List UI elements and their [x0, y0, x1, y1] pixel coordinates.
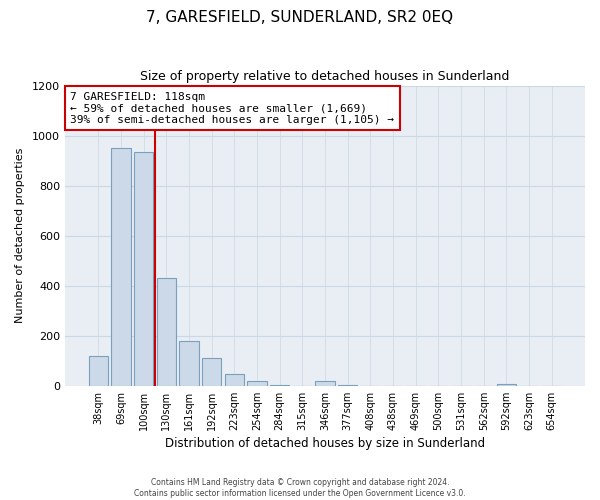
Bar — [338, 384, 357, 386]
Bar — [111, 148, 131, 386]
Bar — [89, 356, 108, 386]
Bar — [270, 384, 289, 386]
X-axis label: Distribution of detached houses by size in Sunderland: Distribution of detached houses by size … — [165, 437, 485, 450]
Text: Contains HM Land Registry data © Crown copyright and database right 2024.
Contai: Contains HM Land Registry data © Crown c… — [134, 478, 466, 498]
Bar — [157, 278, 176, 386]
Title: Size of property relative to detached houses in Sunderland: Size of property relative to detached ho… — [140, 70, 509, 83]
Bar — [202, 358, 221, 386]
Bar — [316, 382, 335, 386]
Text: 7, GARESFIELD, SUNDERLAND, SR2 0EQ: 7, GARESFIELD, SUNDERLAND, SR2 0EQ — [146, 10, 454, 25]
Text: 7 GARESFIELD: 118sqm
← 59% of detached houses are smaller (1,669)
39% of semi-de: 7 GARESFIELD: 118sqm ← 59% of detached h… — [70, 92, 394, 125]
Bar — [179, 341, 199, 386]
Y-axis label: Number of detached properties: Number of detached properties — [15, 148, 25, 324]
Bar — [224, 374, 244, 386]
Bar — [497, 384, 516, 386]
Bar — [134, 152, 153, 386]
Bar — [247, 381, 266, 386]
